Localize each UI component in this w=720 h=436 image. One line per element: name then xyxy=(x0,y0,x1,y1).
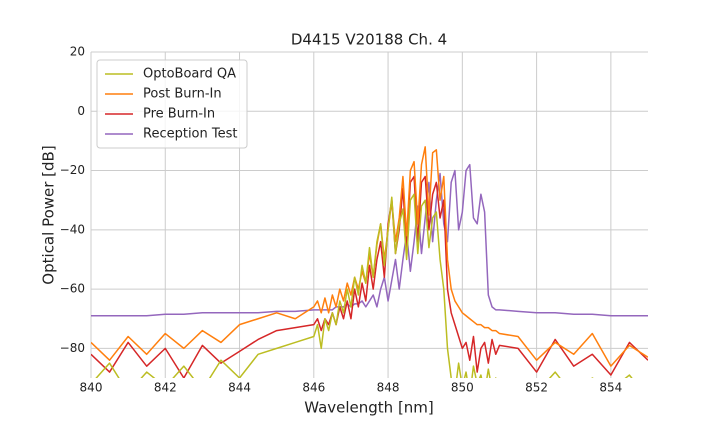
legend-label: Post Burn-In xyxy=(143,87,222,102)
legend-label: Pre Burn-In xyxy=(143,107,215,122)
y-tick-label: −80 xyxy=(60,341,85,355)
legend-label: Reception Test xyxy=(143,127,237,142)
y-tick-label: −20 xyxy=(60,163,85,177)
x-tick-label: 846 xyxy=(302,381,325,395)
lines xyxy=(91,146,648,378)
labels: 840 842 844 846 848 850 852 854 −80 −60 −40 −20 0 20 xyxy=(60,45,623,395)
y-tick-label: −40 xyxy=(60,222,85,236)
x-tick-label: 852 xyxy=(525,381,548,395)
y-tick-label: −60 xyxy=(60,282,85,296)
x-axis-label: Wavelength [nm] xyxy=(304,399,434,417)
chart-title: D4415 V20188 Ch. 4 xyxy=(291,31,447,49)
series-line xyxy=(91,146,648,367)
x-tick-label: 844 xyxy=(228,381,251,395)
legend: OptoBoard QA Post Burn-In Pre Burn-In Recep… xyxy=(96,59,248,149)
x-tick-label: 850 xyxy=(451,381,474,395)
y-tick-label: 0 xyxy=(77,104,85,118)
x-tick-label: 848 xyxy=(377,381,400,395)
x-tick-label: 840 xyxy=(80,381,103,395)
legend-box xyxy=(96,59,248,149)
x-tick-label: 854 xyxy=(599,381,622,395)
x-tick-label: 842 xyxy=(154,381,177,395)
series-line xyxy=(95,193,633,378)
y-tick-label: 20 xyxy=(70,45,85,59)
legend-label: OptoBoard QA xyxy=(143,67,236,82)
y-axis-label: Optical Power [dB] xyxy=(40,145,58,284)
